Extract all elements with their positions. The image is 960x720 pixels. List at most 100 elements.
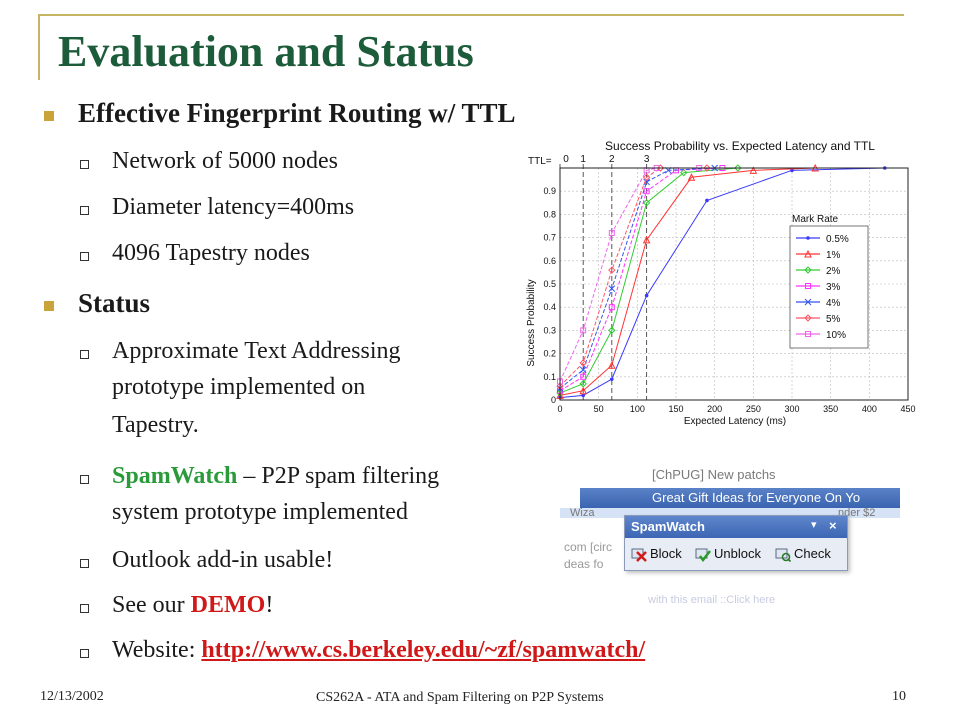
screenshot-banner-text: Great Gift Ideas for Everyone On Yo — [652, 490, 861, 505]
sub-bullet-tapestry-nodes: 4096 Tapestry nodes — [112, 240, 310, 266]
legend-entry-label: 5% — [826, 314, 841, 325]
data-point-5% — [579, 359, 587, 367]
data-point-0.5% — [705, 198, 709, 203]
x-tick-label: 300 — [784, 404, 799, 414]
ttl-marker-label: 2 — [609, 154, 615, 165]
sub-bullet-marker — [80, 160, 89, 169]
chart-title: Success Probability vs. Expected Latency… — [605, 139, 875, 153]
x-tick-label: 150 — [668, 404, 683, 414]
screenshot-top-area — [560, 460, 900, 488]
sub-bullet-spamwatch-line2: system prototype implemented — [112, 499, 408, 525]
sub-bullet-demo: See our DEMO! — [112, 592, 273, 619]
sub-bullet-diameter: Diameter latency=400ms — [112, 194, 355, 220]
data-point-0.5% — [790, 168, 794, 173]
legend-swatch-marker — [804, 298, 812, 306]
sub-bullet-outlook: Outlook add-in usable! — [112, 547, 334, 573]
y-tick-label: 0 — [551, 395, 556, 405]
data-point-2% — [642, 199, 651, 207]
data-point-5% — [608, 266, 616, 274]
data-point-1% — [608, 361, 616, 369]
toolbar-titlebar — [625, 516, 847, 538]
sub-bullet-ata-line2: prototype implemented on — [112, 374, 366, 400]
x-tick-label: 100 — [630, 404, 645, 414]
slide-title: Evaluation and Status — [58, 27, 474, 76]
title-side-rule — [38, 14, 40, 80]
data-point-10% — [580, 327, 587, 334]
data-point-1% — [642, 235, 651, 244]
sub-bullet-website: Website: http://www.cs.berkeley.edu/~zf/… — [112, 637, 645, 664]
success-probability-chart: Success Probability vs. Expected Latency… — [520, 138, 920, 428]
ttl-marker-label: 1 — [580, 154, 586, 165]
sub-bullet-marker — [80, 350, 89, 359]
data-point-2% — [608, 326, 616, 335]
legend-swatch-marker — [805, 331, 811, 337]
sub-bullet-spamwatch-line1: SpamWatch – P2P spam filtering — [112, 463, 439, 490]
screenshot-left-frag-2: com [circ — [564, 540, 612, 554]
spamwatch-toolbar: SpamWatch ▾ × Block Unblock Check — [624, 515, 848, 571]
legend-entry-label: 3% — [826, 282, 841, 293]
data-point-1% — [579, 386, 588, 395]
data-point-3% — [580, 373, 587, 380]
plot-frame — [559, 167, 909, 401]
check-button[interactable]: Check — [775, 544, 841, 564]
legend-box — [789, 225, 869, 349]
unblock-button[interactable]: Unblock — [695, 544, 769, 564]
sub-bullet-marker — [80, 252, 89, 261]
sub-bullet-ata-line1: Approximate Text Addressing — [112, 338, 401, 364]
sub-bullet-marker — [80, 604, 89, 613]
website-prefix: Website: — [112, 637, 202, 663]
legend-entry-label: 4% — [826, 298, 841, 309]
screenshot-subbar — [560, 508, 900, 518]
y-tick-label: 0.2 — [543, 349, 556, 359]
data-point-3% — [643, 188, 650, 195]
data-point-0.5% — [610, 377, 614, 381]
legend-swatch-marker — [806, 236, 810, 240]
data-point-4% — [608, 285, 616, 292]
sub-bullet-marker — [80, 559, 89, 568]
y-tick-label: 0.1 — [543, 372, 556, 382]
legend-entry-label: 2% — [826, 266, 841, 277]
x-tick-label: 250 — [746, 404, 761, 414]
y-tick-label: 0.9 — [543, 186, 556, 196]
data-point-0.5% — [581, 393, 585, 398]
data-point-5% — [656, 164, 665, 172]
y-tick-label: 0.6 — [543, 256, 556, 266]
sub-bullet-marker — [80, 649, 89, 658]
demo-suffix: ! — [265, 592, 274, 618]
y-tick-label: 0.5 — [543, 279, 556, 289]
bullet-routing: Effective Fingerprint Routing w/ TTL — [78, 98, 516, 128]
chevron-down-icon[interactable]: ▾ — [811, 519, 817, 531]
legend-entry-label: 0.5% — [826, 234, 849, 245]
data-point-2% — [680, 168, 688, 177]
unblock-label: Unblock — [714, 546, 761, 561]
y-tick-label: 0.3 — [543, 325, 556, 335]
data-point-0.5% — [644, 293, 649, 298]
block-button[interactable]: Block — [631, 544, 693, 564]
close-icon[interactable]: × — [829, 518, 837, 533]
toolbar-title: SpamWatch — [631, 519, 705, 534]
series-line-1% — [559, 167, 816, 396]
website-link[interactable]: http://www.cs.berkeley.edu/~zf/spamwatch… — [201, 637, 646, 663]
ttl-marker-label: 3 — [644, 154, 650, 165]
x-tick-label: 450 — [900, 404, 915, 414]
footer-course: CS262A - ATA and Spam Filtering on P2P S… — [316, 690, 604, 705]
y-tick-label: 0.4 — [543, 302, 556, 312]
sub-bullet-ata-line3: Tapestry. — [112, 412, 199, 438]
x-tick-label: 200 — [707, 404, 722, 414]
data-point-2% — [734, 164, 742, 172]
data-point-4% — [579, 366, 587, 374]
legend-swatch-marker — [804, 266, 812, 274]
unblock-icon — [695, 548, 711, 562]
data-point-1% — [749, 166, 758, 174]
legend-entry-label: 1% — [826, 250, 841, 261]
y-tick-label: 0.7 — [543, 233, 556, 243]
chart-ylabel: Success Probability — [526, 279, 537, 366]
sub-bullet-marker — [80, 206, 89, 215]
screenshot-left-frag-1: Wiza — [570, 507, 595, 519]
data-point-10% — [608, 229, 615, 236]
legend-swatch-marker — [804, 249, 812, 258]
legend-swatch-marker — [804, 314, 812, 322]
footer-page-number: 10 — [892, 689, 906, 704]
series-line-3% — [559, 167, 723, 392]
chart-xlabel: Expected Latency (ms) — [684, 416, 786, 427]
